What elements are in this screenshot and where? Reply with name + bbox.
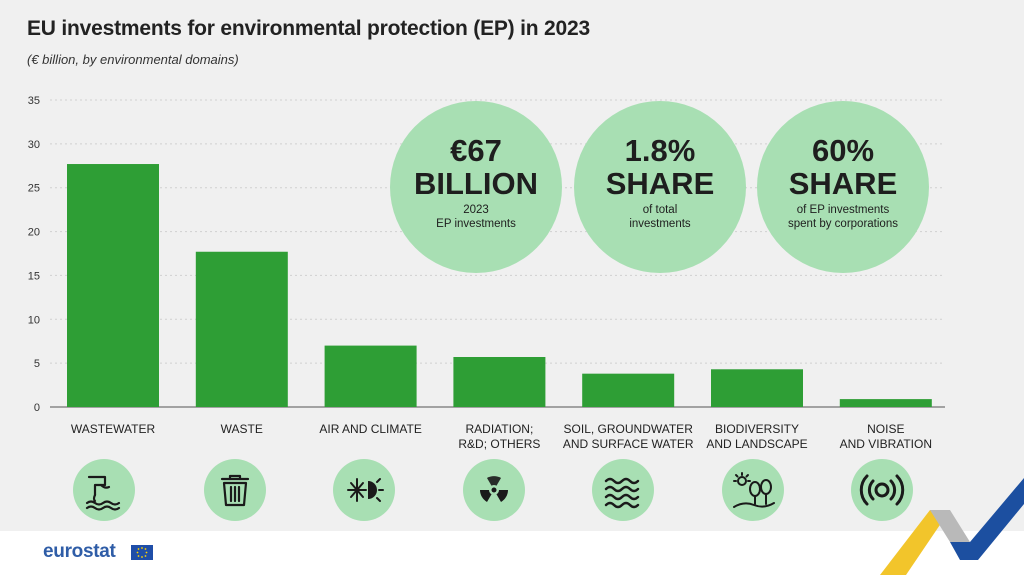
wastewater-pipe-icon [73, 459, 135, 521]
category-label: NOISE [867, 422, 904, 436]
water-waves-icon [592, 459, 654, 521]
kpi-value: 1.8% [624, 133, 696, 168]
kpi-total-investment: €67 BILLION 2023 EP investments [390, 101, 562, 273]
kpi-unit: SHARE [605, 166, 715, 201]
bar [195, 251, 288, 407]
kpi-caption-line1: of EP investments [796, 204, 890, 216]
waste-bin-icon [204, 459, 266, 521]
category-label: SOIL, GROUNDWATER [564, 422, 694, 436]
kpi-caption-line2: EP investments [436, 218, 516, 230]
sound-vibration-icon [851, 459, 913, 521]
y-tick-label: 30 [28, 139, 40, 151]
category-label: AND SURFACE WATER [563, 437, 694, 451]
bar [67, 164, 159, 407]
y-tick-label: 15 [28, 270, 40, 282]
y-tick-label: 35 [28, 95, 40, 107]
category-label: AND VIBRATION [840, 437, 932, 451]
category-label: AIR AND CLIMATE [319, 422, 421, 436]
kpi-caption-line1: 2023 [463, 204, 489, 216]
trees-landscape-icon [722, 459, 784, 521]
kpi-share-corporations: 60% SHARE of EP investments spent by cor… [757, 101, 929, 273]
y-tick-label: 25 [28, 183, 40, 195]
bar [582, 373, 675, 407]
kpi-value: 60% [811, 133, 875, 168]
decorative-chevron-graphic [880, 478, 1024, 575]
kpi-value: €67 [450, 133, 502, 168]
snowflake-sun-icon [333, 459, 395, 521]
chart-title: EU investments for environmental protect… [27, 17, 590, 40]
category-label: WASTEWATER [71, 422, 156, 436]
kpi-unit: SHARE [788, 166, 898, 201]
y-tick-label: 0 [34, 402, 40, 414]
bar [324, 345, 417, 407]
kpi-share-total: 1.8% SHARE of total investments [574, 101, 746, 273]
category-label: RADIATION; [466, 422, 534, 436]
kpi-caption-line2: investments [629, 218, 691, 230]
category-label: WASTE [221, 422, 263, 436]
eu-flag-icon [131, 545, 153, 560]
category-label: AND LANDSCAPE [706, 437, 807, 451]
chart-subtitle: (€ billion, by environmental domains) [27, 52, 239, 67]
category-label: BIODIVERSITY [715, 422, 799, 436]
bar [453, 357, 546, 407]
radiation-icon [463, 459, 525, 521]
y-tick-label: 5 [34, 358, 40, 370]
bar [711, 369, 803, 407]
category-label: R&D; OTHERS [458, 437, 540, 451]
y-tick-label: 10 [28, 314, 40, 326]
y-tick-label: 20 [28, 227, 40, 239]
bar [839, 399, 932, 407]
eurostat-logo: eurostat [43, 541, 116, 562]
kpi-caption-line1: of total [642, 204, 678, 216]
kpi-caption-line2: spent by corporations [788, 218, 898, 230]
kpi-unit: BILLION [414, 166, 538, 201]
footer-bar [0, 531, 1024, 575]
